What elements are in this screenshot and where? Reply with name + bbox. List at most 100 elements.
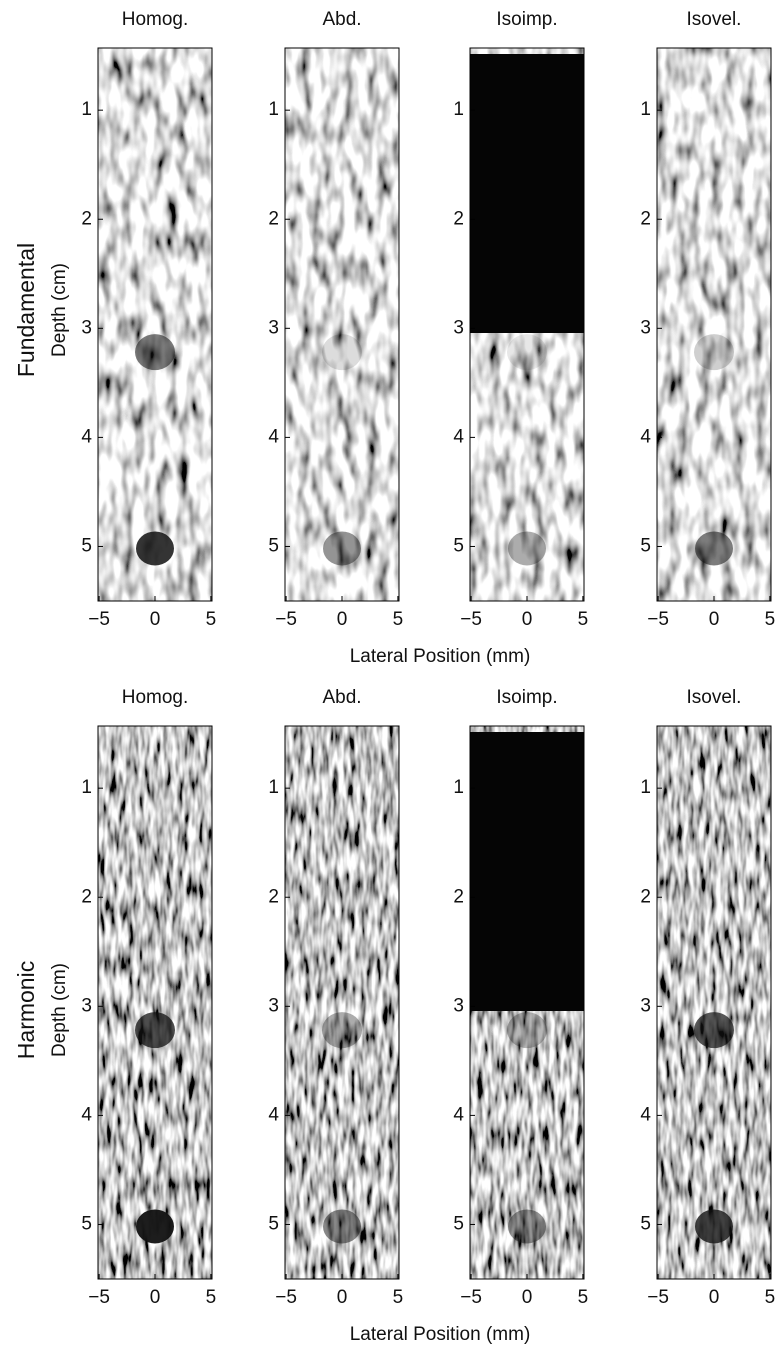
lesion — [323, 531, 361, 566]
y-tick-label: 1 — [81, 99, 92, 120]
panel-title: Abd. — [322, 9, 361, 30]
y-tick-label: 5 — [640, 535, 651, 556]
lesion — [694, 1012, 734, 1049]
y-tick-label: 2 — [453, 208, 464, 229]
x-tick-label: 5 — [765, 609, 776, 630]
lesion — [135, 334, 175, 371]
ultrasound-image — [285, 726, 399, 1279]
panel-title: Isoimp. — [496, 9, 557, 30]
x-tick-label: 0 — [522, 1287, 533, 1308]
y-tick-label: 4 — [81, 1104, 92, 1125]
x-tick-label: −5 — [647, 609, 669, 630]
lesion — [136, 1209, 174, 1244]
ultrasound-image — [657, 726, 771, 1279]
x-tick-label: −5 — [460, 1287, 482, 1308]
x-tick-label: 0 — [522, 609, 533, 630]
panel-title: Abd. — [322, 687, 361, 708]
ultrasound-image — [657, 48, 771, 601]
x-tick-label: 0 — [709, 609, 720, 630]
y-tick-label: 3 — [453, 995, 464, 1016]
lesion — [695, 531, 733, 566]
y-tick-label: 1 — [81, 777, 92, 798]
x-tick-label: −5 — [275, 1287, 297, 1308]
y-tick-label: 4 — [640, 1104, 651, 1125]
y-tick-label: 1 — [268, 777, 279, 798]
ultrasound-image — [98, 726, 212, 1279]
x-tick-label: −5 — [460, 609, 482, 630]
x-tick-label: 5 — [578, 1287, 589, 1308]
x-tick-label: 5 — [393, 609, 404, 630]
x-tick-label: 5 — [765, 1287, 776, 1308]
y-tick-label: 3 — [453, 317, 464, 338]
y-tick-label: 4 — [268, 1104, 279, 1125]
lesion — [508, 1209, 546, 1244]
x-tick-label: −5 — [647, 1287, 669, 1308]
y-tick-label: 2 — [268, 886, 279, 907]
y-tick-label: 2 — [268, 208, 279, 229]
y-tick-label: 2 — [640, 208, 651, 229]
y-tick-label: 1 — [640, 777, 651, 798]
lesion — [323, 1209, 361, 1244]
lesion — [695, 1209, 733, 1244]
panel-title: Homog. — [122, 9, 189, 30]
lesion — [507, 334, 547, 371]
x-axis-label: Lateral Position (mm) — [350, 1324, 531, 1345]
y-tick-label: 2 — [640, 886, 651, 907]
x-axis-label: Lateral Position (mm) — [350, 646, 531, 667]
lesion — [136, 531, 174, 566]
x-tick-label: 0 — [337, 609, 348, 630]
x-tick-label: 0 — [150, 609, 161, 630]
x-tick-label: −5 — [88, 1287, 110, 1308]
y-tick-label: 3 — [268, 317, 279, 338]
y-tick-label: 3 — [268, 995, 279, 1016]
x-tick-label: −5 — [88, 609, 110, 630]
y-tick-label: 3 — [640, 995, 651, 1016]
y-tick-label: 1 — [268, 99, 279, 120]
x-tick-label: 5 — [206, 1287, 217, 1308]
y-tick-label: 3 — [81, 317, 92, 338]
y-tick-label: 3 — [81, 995, 92, 1016]
lesion — [694, 334, 734, 371]
y-tick-label: 1 — [453, 99, 464, 120]
panel-title: Isoimp. — [496, 687, 557, 708]
y-tick-label: 5 — [81, 535, 92, 556]
x-tick-label: 0 — [150, 1287, 161, 1308]
y-tick-label: 3 — [640, 317, 651, 338]
x-tick-label: −5 — [275, 609, 297, 630]
x-tick-label: 5 — [206, 609, 217, 630]
x-tick-label: 5 — [578, 609, 589, 630]
row-label: Fundamental — [13, 243, 39, 377]
shadow-layer — [470, 54, 584, 333]
y-tick-label: 5 — [453, 535, 464, 556]
y-tick-label: 1 — [453, 777, 464, 798]
lesion — [507, 1012, 547, 1049]
y-tick-label: 5 — [81, 1213, 92, 1234]
ultrasound-image — [285, 48, 399, 601]
y-axis-label: Depth (cm) — [49, 263, 70, 357]
panel-title: Isovel. — [687, 687, 742, 708]
panel-title: Homog. — [122, 687, 189, 708]
panel-title: Isovel. — [687, 9, 742, 30]
y-tick-label: 5 — [268, 1213, 279, 1234]
y-tick-label: 4 — [453, 426, 464, 447]
y-tick-label: 4 — [268, 426, 279, 447]
y-tick-label: 4 — [81, 426, 92, 447]
y-tick-label: 4 — [453, 1104, 464, 1125]
y-tick-label: 2 — [453, 886, 464, 907]
lesion — [322, 1012, 362, 1049]
y-tick-label: 4 — [640, 426, 651, 447]
y-tick-label: 5 — [640, 1213, 651, 1234]
y-tick-label: 5 — [453, 1213, 464, 1234]
x-tick-label: 0 — [337, 1287, 348, 1308]
y-tick-label: 2 — [81, 886, 92, 907]
lesion — [322, 334, 362, 371]
x-tick-label: 0 — [709, 1287, 720, 1308]
lesion — [508, 531, 546, 566]
lesion — [135, 1012, 175, 1049]
y-tick-label: 1 — [640, 99, 651, 120]
shadow-layer — [470, 732, 584, 1011]
y-tick-label: 2 — [81, 208, 92, 229]
ultrasound-image — [98, 48, 212, 601]
y-axis-label: Depth (cm) — [49, 963, 70, 1057]
